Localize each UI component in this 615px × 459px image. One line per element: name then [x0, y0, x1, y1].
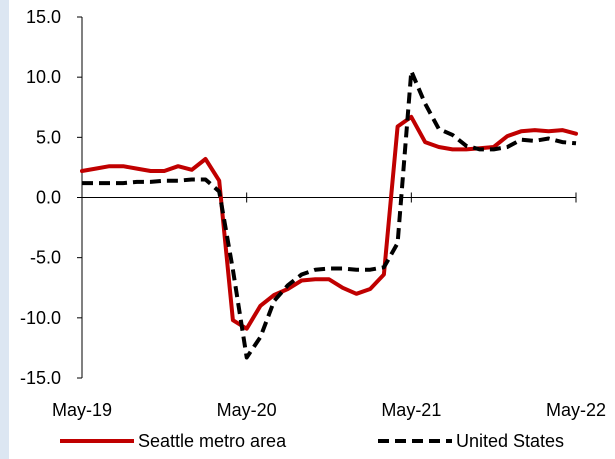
y-tick-label: 15.0	[26, 7, 61, 27]
series-layer	[80, 69, 578, 360]
y-tick-label: -5.0	[30, 248, 61, 268]
x-tick-label: May-21	[381, 400, 441, 420]
series-line-united-states	[82, 69, 577, 360]
legend: Seattle metro area United States	[60, 431, 564, 451]
x-tick-label: May-19	[52, 400, 112, 420]
x-tick-label: May-22	[546, 400, 606, 420]
y-tick-label: -10.0	[20, 308, 61, 328]
series-line-seattle	[80, 114, 578, 331]
x-axis: May-19 May-20 May-21 May-22	[52, 192, 606, 420]
y-tick-label: 10.0	[26, 67, 61, 87]
y-tick-label: 0.0	[36, 188, 61, 208]
left-edge-strip	[0, 0, 9, 459]
y-tick-label: 5.0	[36, 127, 61, 147]
legend-label: United States	[456, 431, 564, 451]
legend-label: Seattle metro area	[138, 431, 287, 451]
y-tick-label: -15.0	[20, 368, 61, 388]
x-tick-label: May-20	[217, 400, 277, 420]
y-axis-ticks: 15.0 10.0 5.0 0.0 -5.0 -10.0 -15.0	[20, 7, 82, 388]
